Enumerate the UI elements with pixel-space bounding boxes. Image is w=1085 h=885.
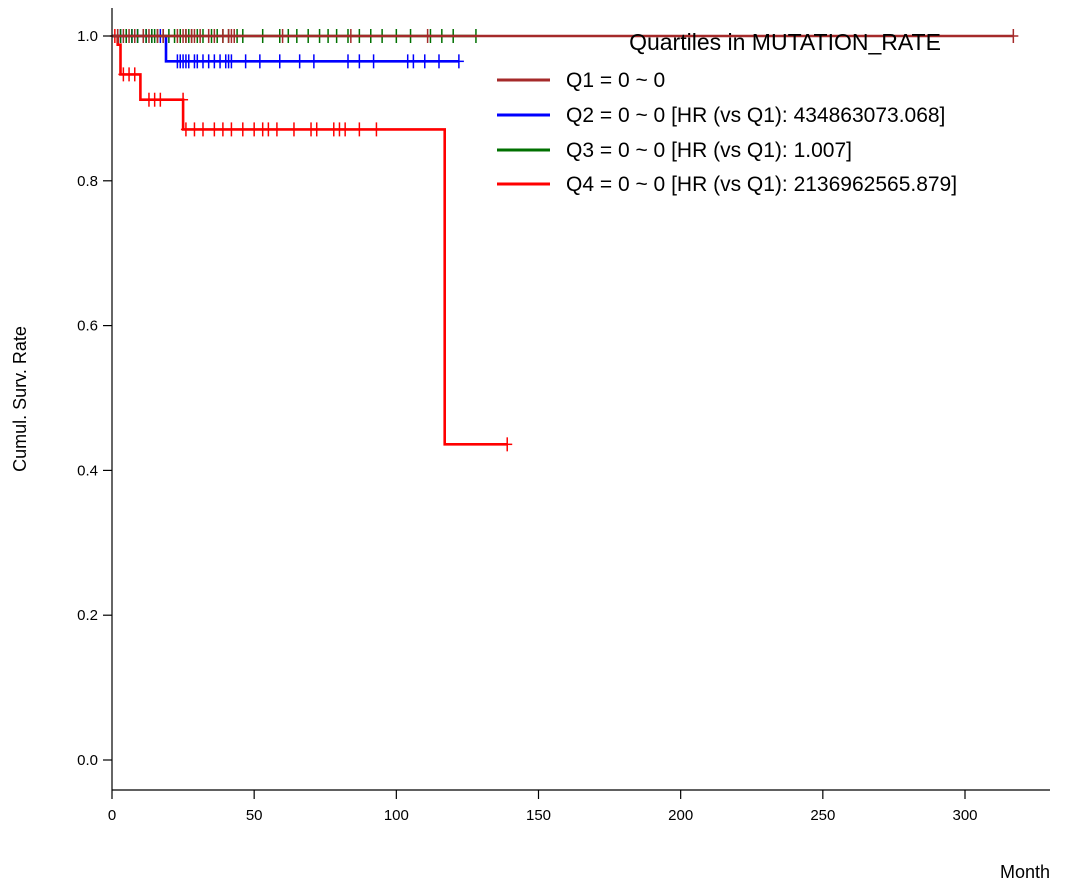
x-tick-label: 150 [526,807,551,824]
legend-label-q2: Q2 = 0 ~ 0 [HR (vs Q1): 434863073.068] [566,104,945,127]
y-tick-label: 0.4 [77,462,98,479]
x-axis-title: Month [1000,862,1050,882]
x-axis: 0 50 100 150 200 250 300 [108,789,1050,824]
legend-title: Quartiles in MUTATION_RATE [629,29,941,55]
y-tick-label: 0.6 [77,318,98,335]
x-tick-label: 250 [810,807,835,824]
x-tick-label: 200 [668,807,693,824]
y-tick-label: 0.0 [77,752,98,769]
x-tick-label: 300 [952,807,977,824]
legend-label-q4: Q4 = 0 ~ 0 [HR (vs Q1): 2136962565.879] [566,173,957,196]
x-tick-label: 50 [246,807,263,824]
series-line-q2 [112,34,459,63]
plot-area [109,29,1019,452]
series-1 [112,29,1019,43]
legend-label-q1: Q1 = 0 ~ 0 [566,69,665,92]
series-4 [109,29,513,452]
y-tick-label: 0.2 [77,607,98,624]
y-tick-label: 1.0 [77,28,98,45]
x-tick-label: 0 [108,807,116,824]
x-tick-label: 100 [384,807,409,824]
legend: Quartiles in MUTATION_RATE Q1 = 0 ~ 0 Q2 … [497,29,957,196]
y-axis-title: Cumul. Surv. Rate [10,326,30,472]
legend-label-q3: Q3 = 0 ~ 0 [HR (vs Q1): 1.007] [566,139,852,162]
y-tick-label: 0.8 [77,173,98,190]
series-line-q4 [112,34,508,446]
y-axis: 0.0 0.2 0.4 0.6 0.8 1.0 [77,8,113,790]
